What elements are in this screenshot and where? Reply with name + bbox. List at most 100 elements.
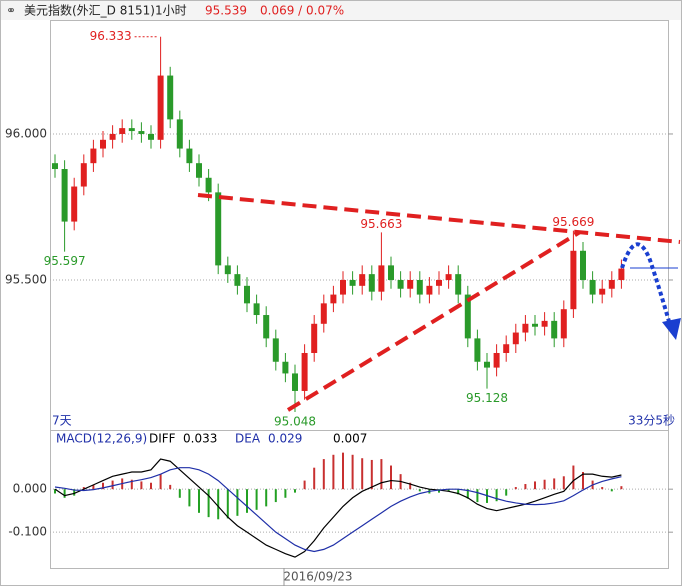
price: 95.539 — [205, 4, 247, 18]
macd-bar — [111, 480, 114, 490]
macd-bar — [294, 489, 296, 493]
candle-body — [71, 186, 78, 222]
macd-bar — [217, 489, 220, 520]
candle-body — [320, 303, 327, 324]
candle-body — [416, 279, 423, 295]
candle-body — [330, 294, 337, 304]
candle-body — [464, 294, 471, 339]
candle-body — [599, 288, 606, 295]
macd-bar — [505, 489, 508, 496]
candle-body — [359, 274, 366, 286]
drawings — [197, 193, 681, 412]
y-tick-label: 0.000 — [13, 482, 47, 496]
macd-bar — [207, 489, 210, 518]
candle-body — [90, 148, 97, 164]
macd-bar — [265, 489, 268, 507]
macd-bar — [303, 480, 306, 490]
candle-body — [445, 274, 452, 280]
macd-bar — [73, 489, 76, 496]
macd-bar — [102, 482, 104, 490]
candle-body — [263, 315, 270, 339]
extreme-label: 96.333 — [90, 29, 132, 43]
macd-bar — [236, 489, 239, 516]
candle-body — [378, 265, 385, 292]
macd-bar — [140, 481, 143, 490]
y-tick-label: -0.100 — [8, 525, 47, 539]
candle-body — [493, 352, 500, 368]
candle-body — [397, 279, 404, 289]
candle-body — [349, 279, 356, 286]
macd-bar — [466, 489, 469, 499]
candle-body — [100, 139, 106, 149]
macd-bar — [620, 486, 623, 490]
macd-bar — [390, 465, 392, 490]
candle-body — [157, 75, 164, 140]
macd-line — [54, 467, 622, 553]
link-icon: ⚭ — [6, 4, 16, 18]
candle-body — [340, 279, 346, 295]
resistance-line — [197, 193, 681, 244]
macd-bar — [361, 458, 364, 490]
candle-body — [224, 265, 231, 275]
macd-bar — [159, 474, 162, 490]
x-label: 2016/09/23 — [283, 570, 352, 584]
candle-body — [148, 133, 154, 140]
macd-bar — [524, 484, 527, 490]
candle-body — [407, 279, 414, 289]
candle-body — [618, 268, 625, 280]
macd-bar — [601, 487, 604, 490]
macd-bar — [178, 489, 181, 498]
macd-bar — [322, 459, 325, 490]
candle-body — [109, 133, 116, 140]
candle-body — [580, 250, 586, 280]
macd-bar — [82, 487, 85, 490]
change: 0.069 / 0.07% — [260, 4, 344, 18]
candle-body — [426, 285, 433, 295]
candle-body — [253, 303, 260, 316]
candle-body — [512, 332, 519, 345]
candle-body — [589, 279, 596, 295]
candle-body — [551, 320, 558, 339]
macd-bar — [476, 489, 479, 503]
macd-bar — [543, 479, 546, 490]
macd-bar — [54, 489, 56, 494]
macd-bar — [92, 484, 95, 490]
extreme-label: 95.048 — [274, 414, 316, 428]
candle-body — [176, 119, 183, 149]
candle-body — [474, 338, 481, 362]
candle-body — [119, 128, 126, 134]
y-tick-label: 96.000 — [5, 126, 47, 140]
candle-body — [52, 163, 58, 170]
candle-body — [234, 274, 241, 286]
macd-panel — [50, 430, 669, 569]
candle-body — [167, 75, 174, 120]
candle-body — [272, 338, 279, 362]
macd-bar — [274, 489, 277, 503]
extreme-label: 95.128 — [466, 391, 508, 405]
candle-body — [61, 169, 68, 222]
candle-body — [311, 323, 318, 353]
macd-bar — [457, 489, 460, 495]
macd-bar — [582, 471, 584, 490]
candle-body — [570, 250, 577, 310]
extreme-label: 95.669 — [552, 215, 594, 229]
y-tick-label: 95.500 — [5, 272, 47, 286]
candle-body — [215, 192, 222, 266]
macd-bar — [351, 454, 354, 490]
macd-bar — [130, 479, 133, 490]
macd-bar — [313, 467, 316, 490]
macd-bar — [370, 459, 373, 490]
extreme-label: 95.597 — [44, 254, 86, 268]
left-note: 7天 — [52, 414, 72, 428]
macd-bar — [63, 489, 66, 498]
candle-body — [368, 274, 375, 292]
support-line — [286, 230, 582, 412]
marks: 96.000 95.500 96.333 95.663 95.669 95.597 95.0… — [5, 29, 673, 558]
macd-bar — [610, 489, 613, 492]
macd-bar — [169, 484, 172, 490]
candle-body — [186, 148, 193, 164]
candle-body — [532, 323, 538, 327]
macd-bar — [150, 482, 152, 490]
macd-bar — [226, 489, 229, 519]
candle-body — [455, 274, 462, 295]
